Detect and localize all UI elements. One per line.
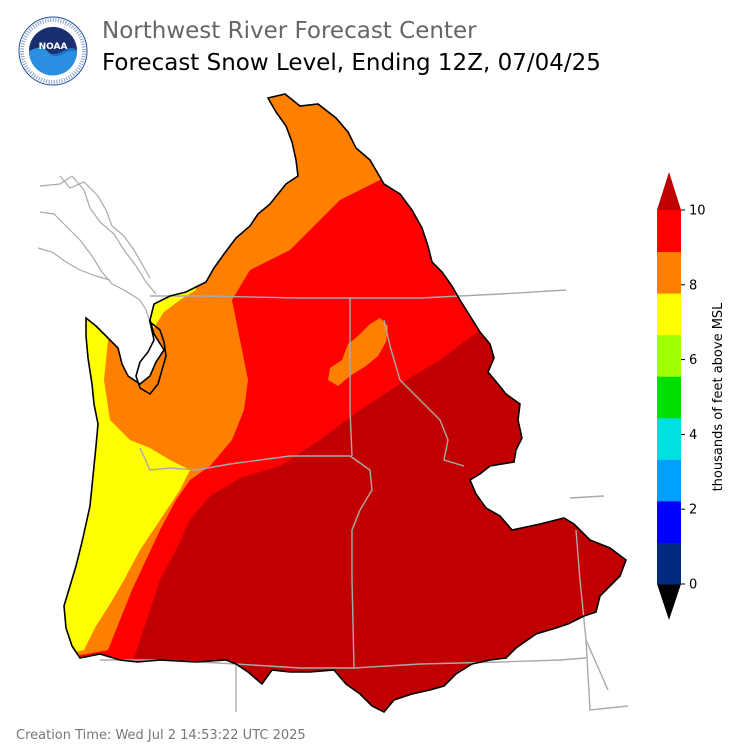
colorbar-extend-min [657,584,681,620]
colorbar-bin [657,293,681,336]
noaa-logo-ring [20,18,86,84]
colorbar-bin [657,210,681,253]
colorbar-bin [657,542,681,585]
colorbar-bin [657,500,681,543]
colorbar-tick-label: 4 [689,428,697,443]
agency-title: Northwest River Forecast Center [102,18,477,44]
colorbar-bin [657,376,681,419]
colorbar-tick-label: 6 [689,353,697,368]
puget-sound-coastline [37,175,157,323]
zone-orange-island [328,318,388,386]
colorbar-bin [657,251,681,294]
puget-sound-inner-coast [135,319,167,396]
colorbar-tick-label: 0 [689,578,697,593]
colorbar-extend-max [657,172,681,210]
noaa-logo: NOAA [18,16,88,86]
colorbar-bin [657,334,681,377]
noaa-logo-text: NOAA [39,42,68,52]
colorbar-bin [657,459,681,502]
colorbar-label: thousands of feet above MSL [711,302,726,492]
product-title: Forecast Snow Level, Ending 12Z, 07/04/2… [102,50,601,76]
colorbar: 0 2 4 6 8 10 thousands of feet above MSL [657,172,726,620]
colorbar-tick-label: 2 [689,503,697,518]
colorbar-bin [657,417,681,460]
creation-time: Creation Time: Wed Jul 2 14:53:22 UTC 20… [16,728,306,743]
colorbar-tick-label: 10 [689,204,706,219]
colorbar-tick-label: 8 [689,278,697,293]
